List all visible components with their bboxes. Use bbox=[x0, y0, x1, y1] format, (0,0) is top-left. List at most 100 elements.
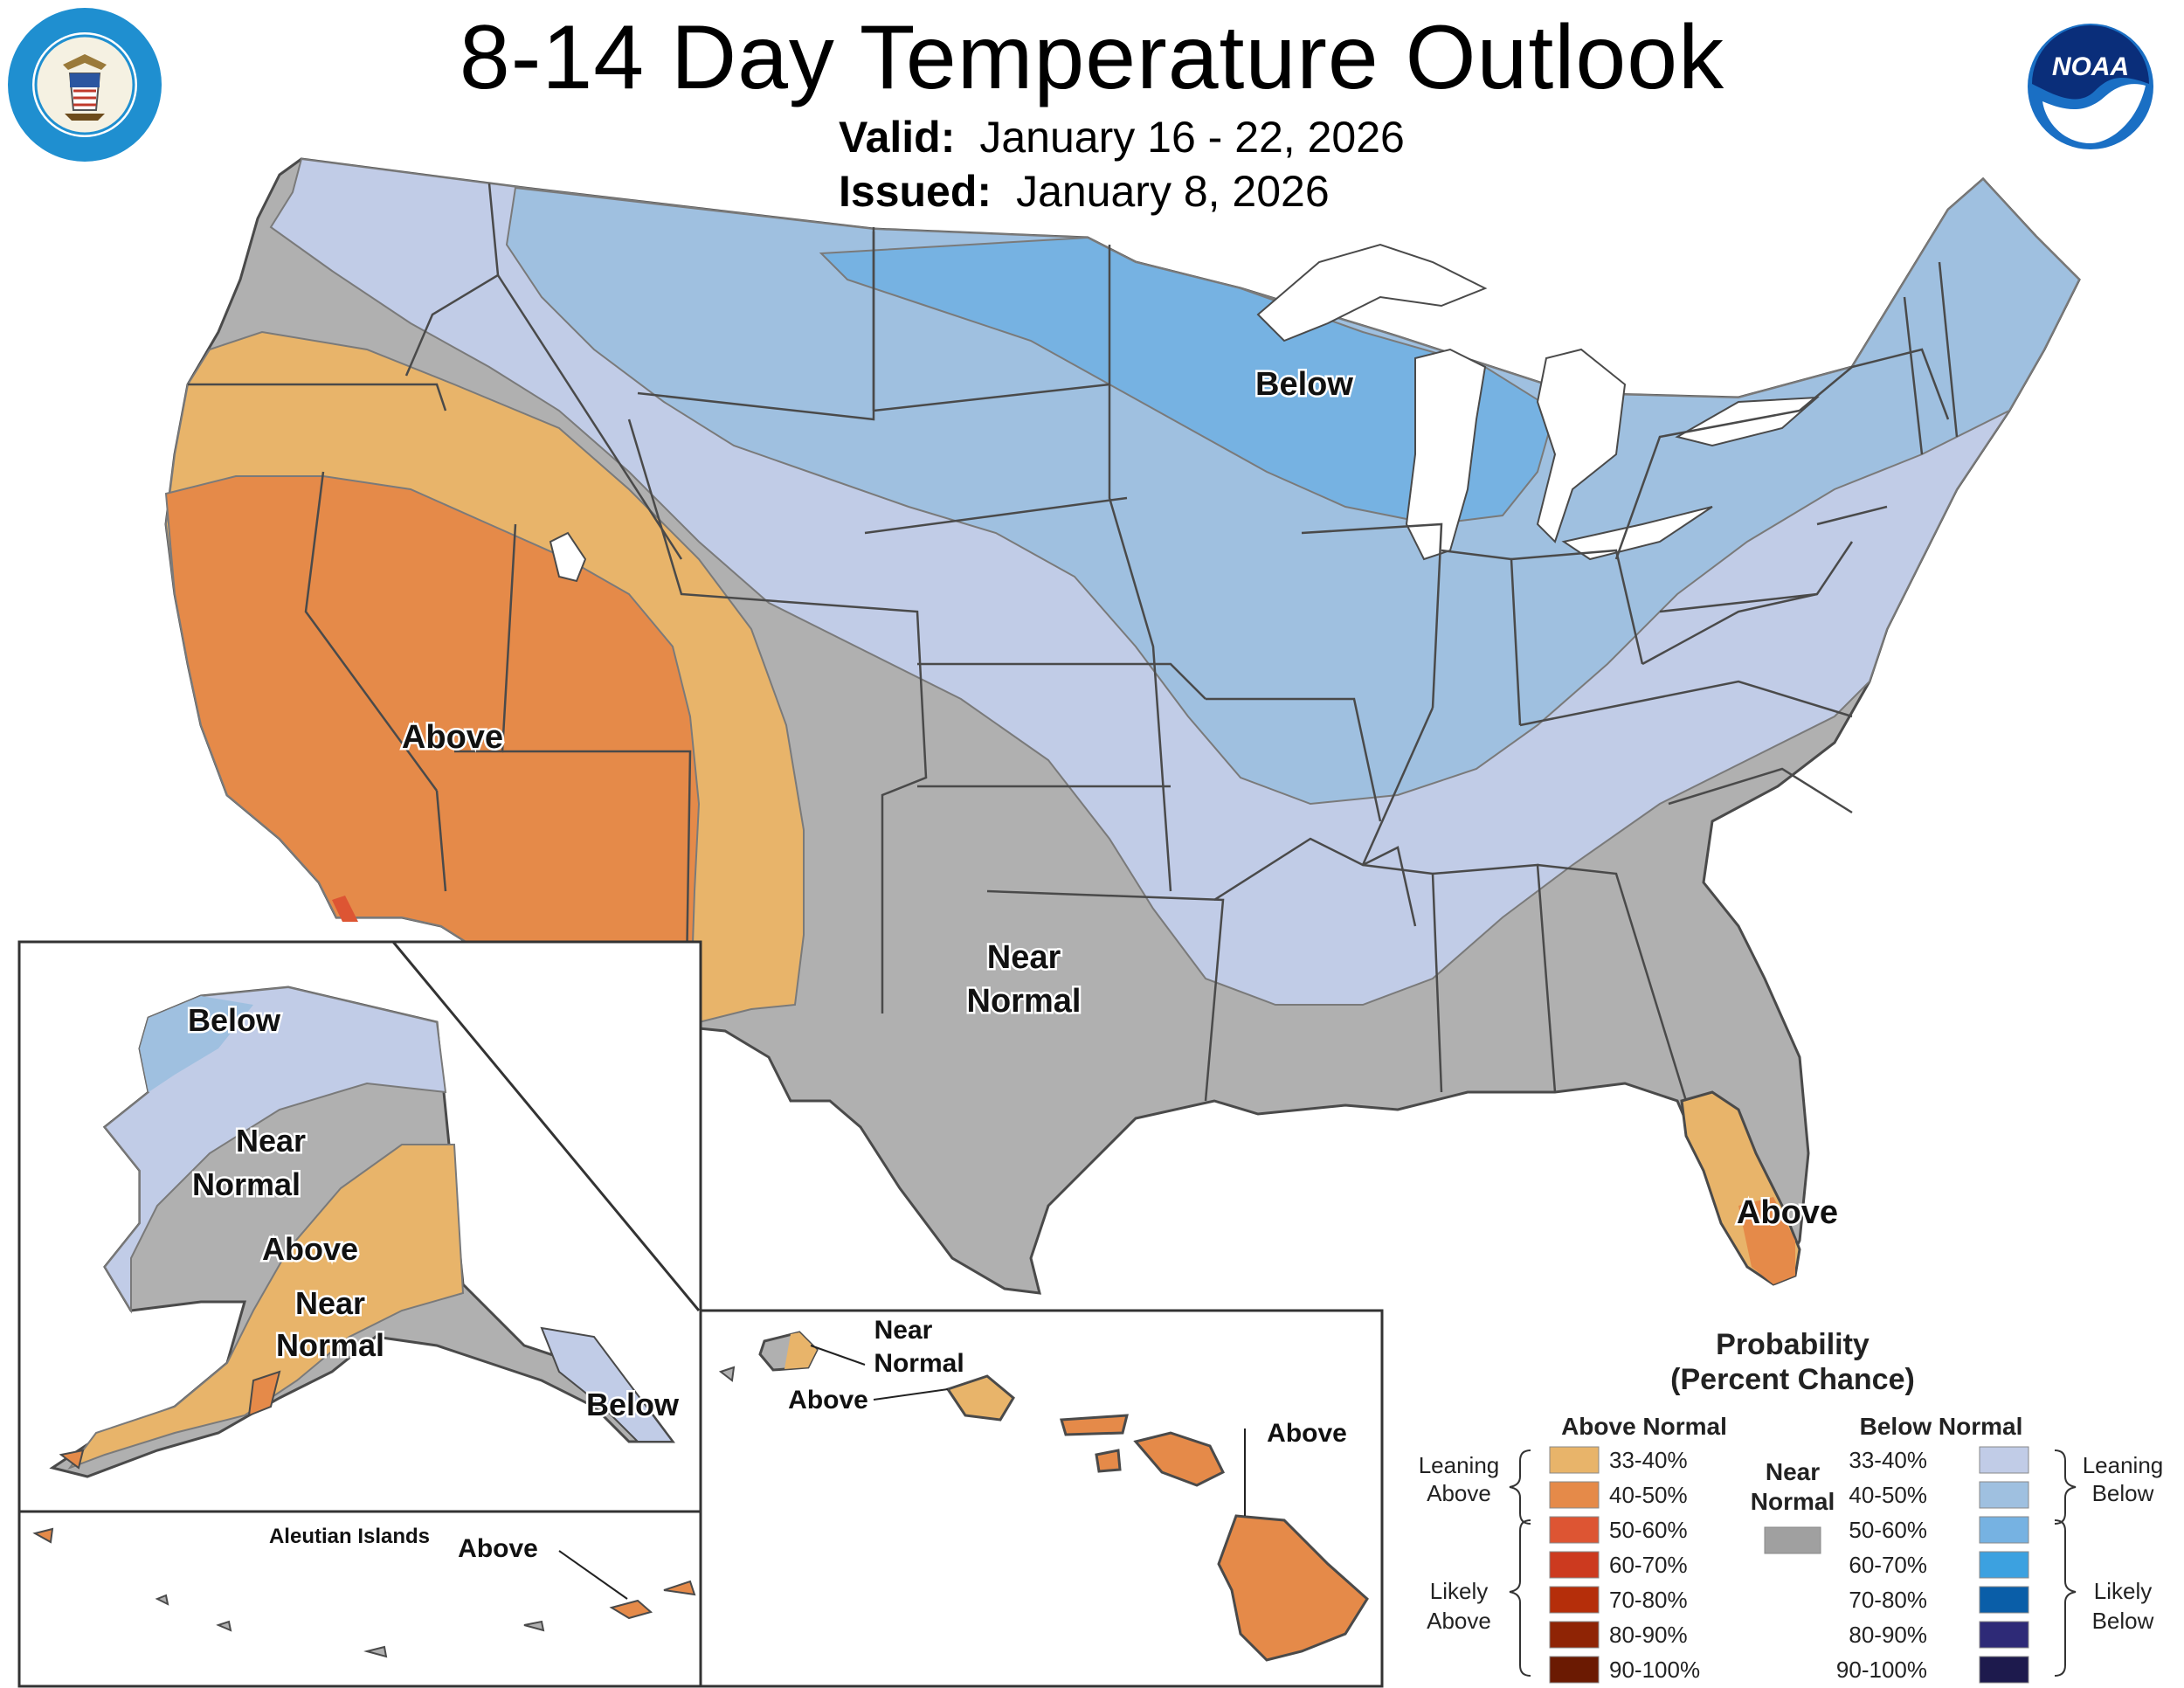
label-ak-below: Below bbox=[188, 1002, 281, 1038]
legend-likely-below-line2: Below bbox=[2092, 1608, 2154, 1634]
hawaii-maui bbox=[1133, 1431, 1226, 1487]
label-hi-near-line1: Near bbox=[874, 1316, 933, 1345]
label-conus-near-line2: Normal bbox=[967, 983, 1082, 1020]
legend-brace-leaning-above bbox=[1509, 1449, 1531, 1525]
legend-below-range-4: 70-80% bbox=[1849, 1587, 1927, 1613]
legend-below-rows: 33-40% 40-50% 50-60% 60-70% 70-80% 80-90% 90-1… bbox=[1836, 1446, 2029, 1684]
legend-brace-leaning-below bbox=[2054, 1449, 2077, 1525]
hawaii-leader-kauai bbox=[810, 1345, 866, 1366]
conus-above-50-60-sliver bbox=[332, 896, 358, 922]
aleutian-leader-line bbox=[558, 1550, 628, 1600]
alaska-leader-line bbox=[391, 941, 701, 1311]
legend-near-swatch bbox=[1764, 1526, 1821, 1554]
legend-below-swatch-5 bbox=[1979, 1621, 2029, 1649]
hawaii-leader-oahu bbox=[873, 1388, 949, 1401]
alaska-below-40-50-region bbox=[140, 996, 253, 1092]
conus-above-40-50-florida bbox=[1738, 1197, 1795, 1284]
label-hi-near-line2: Normal bbox=[874, 1349, 964, 1378]
legend-above-range-2: 50-60% bbox=[1609, 1517, 1688, 1543]
label-aleutian-title: Aleutian Islands bbox=[269, 1525, 430, 1548]
legend-above-swatch-5 bbox=[1549, 1621, 1600, 1649]
legend-below-range-2: 50-60% bbox=[1849, 1517, 1927, 1543]
legend-near-line1: Near bbox=[1766, 1458, 1820, 1485]
label-conus-near-line1: Near bbox=[987, 939, 1061, 976]
legend-below-swatch-0 bbox=[1979, 1446, 2029, 1474]
hawaii-kauai-above bbox=[784, 1332, 817, 1369]
aleutian-islands bbox=[32, 1527, 696, 1620]
legend-near-line2: Normal bbox=[1751, 1488, 1835, 1515]
label-ak-near-line2: Normal bbox=[192, 1166, 301, 1202]
label-conus-below: Below bbox=[1255, 366, 1353, 403]
hawaii-molokai bbox=[1060, 1414, 1129, 1436]
legend-below-swatch-2 bbox=[1979, 1516, 2029, 1544]
label-ak-near-line1: Near bbox=[236, 1123, 306, 1159]
legend-likely-above-line1: Likely bbox=[1430, 1578, 1488, 1604]
legend-likely-above-line2: Above bbox=[1427, 1608, 1491, 1634]
alaska-below-33-40-region bbox=[103, 986, 447, 1314]
valid-line: Valid: January 16 - 22, 2026 bbox=[839, 112, 1405, 163]
legend-above-swatch-0 bbox=[1549, 1446, 1600, 1474]
legend-leaning-above-line2: Above bbox=[1427, 1480, 1491, 1506]
commerce-seal-logo bbox=[8, 8, 162, 162]
alaska-above-region bbox=[67, 1144, 465, 1470]
legend-below-range-1: 40-50% bbox=[1849, 1482, 1927, 1508]
alaska-islands bbox=[59, 1370, 281, 1470]
aleutian-inset-frame bbox=[17, 1510, 702, 1688]
legend-below-swatch-4 bbox=[1979, 1586, 2029, 1614]
legend-brace-likely-below bbox=[2054, 1519, 2077, 1677]
legend-above-swatch-6 bbox=[1549, 1656, 1600, 1684]
legend-below-swatch-3 bbox=[1979, 1551, 2029, 1579]
label-ak-above: Above bbox=[262, 1231, 358, 1267]
hawaii-lanai bbox=[1095, 1449, 1122, 1473]
label-conus-above-west: Above bbox=[402, 719, 503, 756]
label-conus-above-florida: Above bbox=[1737, 1194, 1838, 1231]
alaska-southeast-below bbox=[540, 1326, 674, 1442]
page-title: 8-14 Day Temperature Outlook bbox=[459, 7, 1725, 108]
label-hi-above-big: Above bbox=[1267, 1419, 1347, 1448]
great-lakes bbox=[549, 243, 1820, 583]
probability-legend: Probability (Percent Chance) Above Norma… bbox=[1419, 1328, 2164, 1684]
legend-leaning-above-line1: Leaning bbox=[1419, 1452, 1500, 1478]
legend-below-range-6: 90-100% bbox=[1836, 1657, 1927, 1683]
legend-above-range-5: 80-90% bbox=[1609, 1622, 1688, 1648]
legend-below-swatch-6 bbox=[1979, 1656, 2029, 1684]
noaa-logo: NOAA bbox=[2028, 24, 2153, 149]
legend-leaning-below-line1: Leaning bbox=[2083, 1452, 2164, 1478]
state-borders bbox=[188, 183, 1959, 1102]
legend-title-line1: Probability bbox=[1716, 1328, 1870, 1361]
legend-above-swatch-3 bbox=[1549, 1551, 1600, 1579]
legend-above-range-4: 70-80% bbox=[1609, 1587, 1688, 1613]
label-ak-below-se: Below bbox=[586, 1387, 680, 1422]
label-aleutian-above: Above bbox=[458, 1534, 538, 1563]
issued-line: Issued: January 8, 2026 bbox=[839, 166, 1330, 217]
legend-below-header: Below Normal bbox=[1860, 1413, 2023, 1440]
legend-above-swatch-1 bbox=[1549, 1481, 1600, 1509]
hawaii-oahu bbox=[945, 1374, 1015, 1422]
hawaii-big-island bbox=[1217, 1514, 1369, 1662]
legend-above-range-3: 60-70% bbox=[1609, 1552, 1688, 1578]
legend-brace-likely-above bbox=[1509, 1519, 1531, 1677]
legend-above-range-1: 40-50% bbox=[1609, 1482, 1688, 1508]
legend-above-rows: 33-40% 40-50% 50-60% 60-70% 70-80% 80-90% 90-1… bbox=[1549, 1446, 1700, 1684]
legend-above-swatch-2 bbox=[1549, 1516, 1600, 1544]
issued-value: January 8, 2026 bbox=[1016, 167, 1330, 216]
aleutian-islands-grey bbox=[155, 1594, 545, 1658]
legend-below-swatch-1 bbox=[1979, 1481, 2029, 1509]
legend-above-swatch-4 bbox=[1549, 1586, 1600, 1614]
noaa-logo-text: NOAA bbox=[2052, 52, 2129, 81]
legend-leaning-below-line2: Below bbox=[2092, 1480, 2154, 1506]
legend-title-line2: (Percent Chance) bbox=[1670, 1363, 1915, 1396]
valid-value: January 16 - 22, 2026 bbox=[979, 113, 1405, 162]
hawaii-inset-frame bbox=[699, 1309, 1384, 1688]
legend-below-range-0: 33-40% bbox=[1849, 1447, 1927, 1473]
legend-below-range-5: 80-90% bbox=[1849, 1622, 1927, 1648]
legend-likely-below-line1: Likely bbox=[2094, 1578, 2152, 1604]
legend-below-range-3: 60-70% bbox=[1849, 1552, 1927, 1578]
legend-above-header: Above Normal bbox=[1561, 1413, 1727, 1440]
valid-label: Valid: bbox=[839, 113, 956, 162]
label-ak-near2-line2: Normal bbox=[276, 1327, 384, 1363]
issued-label: Issued: bbox=[839, 167, 992, 216]
legend-above-range-6: 90-100% bbox=[1609, 1657, 1700, 1683]
